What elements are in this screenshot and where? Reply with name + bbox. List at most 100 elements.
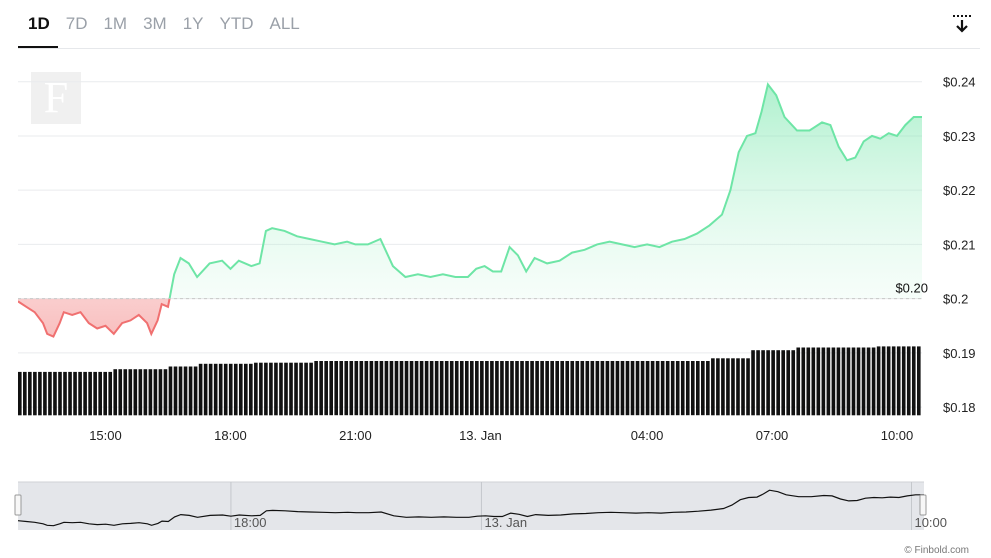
- tab-1m[interactable]: 1M: [103, 14, 128, 33]
- volume-bar: [701, 361, 705, 416]
- volume-bar: [741, 358, 745, 416]
- volume-bar: [615, 361, 620, 416]
- volume-bar: [48, 371, 52, 416]
- volume-bar: [746, 358, 750, 416]
- volume-bar: [113, 369, 118, 416]
- volume-bar: [359, 361, 364, 416]
- volume-bar: [751, 350, 755, 416]
- range-tabs: 1D 7D 1M 3M 1Y YTD ALL: [18, 0, 308, 48]
- volume-bar: [228, 363, 233, 416]
- volume-bar: [294, 362, 298, 416]
- volume-bar: [831, 347, 836, 416]
- y-tick-label: $0.19: [943, 346, 976, 361]
- volume-bar: [389, 361, 394, 416]
- tab-all[interactable]: ALL: [269, 14, 300, 33]
- volume-bar: [344, 361, 349, 416]
- volume-bar: [600, 361, 605, 416]
- tab-1y[interactable]: 1Y: [182, 14, 204, 33]
- volume-bar: [28, 371, 32, 416]
- volume-bar: [781, 350, 785, 416]
- volume-bar: [374, 361, 379, 416]
- volume-bar: [856, 347, 861, 416]
- y-tick-label: $0.2: [943, 292, 968, 307]
- volume-bar: [399, 361, 404, 416]
- volume-bar: [560, 361, 565, 416]
- volume-bar: [510, 361, 514, 416]
- volume-bar: [128, 369, 133, 416]
- volume-bar: [500, 361, 504, 416]
- tab-3m[interactable]: 3M: [143, 14, 167, 33]
- y-tick-label: $0.23: [943, 129, 976, 144]
- volume-bar: [590, 361, 595, 416]
- price-line-up: [168, 82, 922, 299]
- volume-bar: [525, 361, 529, 416]
- volume-bar: [515, 361, 519, 416]
- x-tick-label: 18:00: [214, 428, 247, 443]
- volume-bar: [485, 361, 489, 416]
- volume-bar: [43, 371, 47, 416]
- volume-bar: [550, 361, 554, 416]
- volume-bar: [670, 361, 675, 416]
- volume-bar: [680, 361, 685, 416]
- volume-bar: [108, 371, 113, 416]
- volume-bar: [585, 361, 590, 416]
- tab-7d[interactable]: 7D: [65, 14, 88, 33]
- volume-bar: [208, 363, 213, 416]
- download-icon[interactable]: [950, 12, 974, 36]
- volume-bar: [143, 369, 148, 416]
- volume-bar: [304, 362, 308, 416]
- y-tick-label: $0.22: [943, 183, 976, 198]
- volume-bar: [650, 361, 655, 416]
- baseline-label: $0.20: [895, 281, 928, 296]
- volume-bar: [289, 362, 293, 416]
- volume-bar: [851, 347, 856, 416]
- volume-bar: [414, 361, 419, 416]
- volume-bar: [163, 369, 168, 416]
- navigator-handle-right[interactable]: [919, 494, 927, 516]
- price-area-down: [18, 298, 922, 337]
- volume-bar: [424, 361, 429, 416]
- volume-bar: [530, 361, 534, 416]
- volume-bar: [675, 361, 680, 416]
- volume-bar: [535, 361, 539, 416]
- tab-ytd[interactable]: YTD: [219, 14, 254, 33]
- volume-bar: [264, 362, 268, 416]
- volume-bar: [821, 347, 826, 416]
- volume-bar: [896, 346, 901, 416]
- volume-bar: [886, 346, 891, 416]
- volume-bar: [610, 361, 615, 416]
- volume-bar: [565, 361, 570, 416]
- volume-bar: [826, 347, 831, 416]
- volume-bar: [138, 369, 143, 416]
- volume-bar: [233, 363, 238, 416]
- volume-bar: [776, 350, 780, 416]
- volume-bar: [716, 358, 720, 416]
- volume-bar: [279, 362, 283, 416]
- volume-bar: [254, 362, 258, 416]
- volume-bar: [876, 346, 881, 416]
- navigator-handle-left[interactable]: [14, 494, 22, 516]
- volume-bar: [83, 371, 87, 416]
- volume-bar: [891, 346, 896, 416]
- volume-bar: [33, 371, 37, 416]
- x-tick-label: 15:00: [89, 428, 122, 443]
- volume-bar: [218, 363, 223, 416]
- volume-bar: [811, 347, 816, 416]
- volume-bar: [213, 363, 218, 416]
- volume-bar: [791, 350, 796, 416]
- tab-1d[interactable]: 1D: [18, 0, 58, 48]
- volume-bar: [434, 361, 439, 416]
- volume-bar: [429, 361, 434, 416]
- volume-bar: [655, 361, 660, 416]
- credit-text: © Finbold.com: [904, 545, 969, 556]
- volume-bar: [464, 361, 469, 416]
- volume-bar: [354, 361, 359, 416]
- volume-bar: [836, 347, 841, 416]
- volume-bar: [841, 347, 846, 416]
- volume-bar: [404, 361, 409, 416]
- volume-bar: [198, 363, 203, 416]
- x-tick-label: 13. Jan: [459, 428, 502, 443]
- navigator-series-line: [17, 489, 924, 527]
- volume-bar: [18, 371, 22, 416]
- tab-divider: [18, 48, 980, 49]
